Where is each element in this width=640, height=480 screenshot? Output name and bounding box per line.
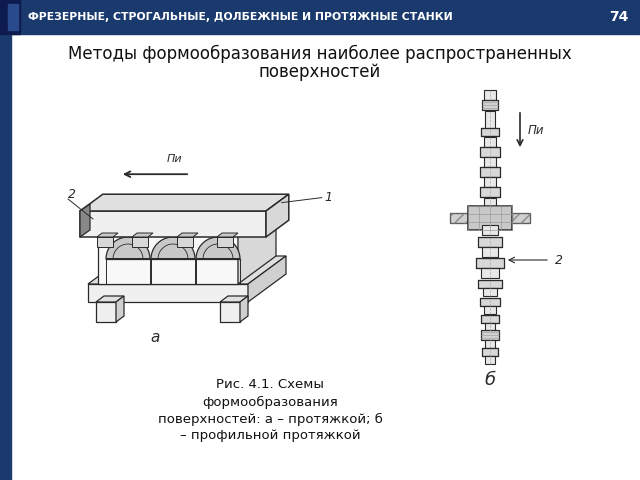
- Polygon shape: [97, 233, 118, 237]
- Bar: [480, 187, 500, 197]
- Polygon shape: [217, 233, 238, 237]
- Bar: [476, 258, 504, 268]
- Text: поверхностей: а – протяжкой; б: поверхностей: а – протяжкой; б: [157, 412, 383, 426]
- Bar: [482, 100, 498, 110]
- Polygon shape: [80, 211, 266, 237]
- Polygon shape: [98, 201, 276, 229]
- Text: Пи: Пи: [166, 154, 182, 164]
- Polygon shape: [220, 302, 240, 322]
- Bar: [482, 225, 498, 235]
- Text: Методы формообразования наиболее распространенных: Методы формообразования наиболее распрос…: [68, 45, 572, 63]
- Polygon shape: [177, 237, 193, 247]
- Bar: [0, 0, 640, 34]
- Bar: [485, 356, 495, 364]
- Bar: [485, 111, 495, 129]
- Text: – профильной протяжкой: – профильной протяжкой: [180, 430, 360, 443]
- Text: 2: 2: [68, 188, 76, 201]
- Bar: [480, 298, 500, 306]
- Polygon shape: [96, 302, 116, 322]
- Polygon shape: [196, 237, 240, 259]
- Text: б: б: [484, 371, 495, 389]
- Bar: [468, 206, 512, 230]
- Text: Пи: Пи: [528, 123, 545, 136]
- Bar: [485, 323, 495, 331]
- Bar: [481, 315, 499, 323]
- Polygon shape: [116, 296, 124, 322]
- Polygon shape: [266, 194, 289, 237]
- Polygon shape: [151, 237, 195, 259]
- Polygon shape: [238, 201, 276, 284]
- Polygon shape: [132, 233, 153, 237]
- Bar: [481, 268, 499, 278]
- Polygon shape: [88, 284, 248, 302]
- Bar: [482, 247, 498, 257]
- Polygon shape: [220, 296, 248, 302]
- Bar: [481, 330, 499, 340]
- Bar: [484, 137, 496, 147]
- Bar: [0, 0, 20, 34]
- Text: ФРЕЗЕРНЫЕ, СТРОГАЛЬНЫЕ, ДОЛБЕЖНЫЕ И ПРОТЯЖНЫЕ СТАНКИ: ФРЕЗЕРНЫЕ, СТРОГАЛЬНЫЕ, ДОЛБЕЖНЫЕ И ПРОТ…: [28, 12, 452, 22]
- Bar: [8, 4, 18, 30]
- Polygon shape: [96, 296, 124, 302]
- Text: поверхностей: поверхностей: [259, 63, 381, 81]
- Bar: [484, 157, 496, 167]
- Polygon shape: [80, 204, 90, 237]
- Bar: [484, 306, 496, 314]
- Bar: [478, 237, 502, 247]
- Bar: [450, 213, 468, 223]
- Polygon shape: [132, 237, 148, 247]
- Bar: [478, 280, 502, 288]
- Polygon shape: [98, 229, 238, 284]
- Text: а: а: [150, 329, 160, 345]
- Polygon shape: [248, 256, 286, 302]
- Bar: [482, 348, 498, 356]
- Bar: [480, 147, 500, 157]
- Polygon shape: [88, 256, 286, 284]
- Bar: [484, 90, 496, 100]
- Bar: [481, 128, 499, 136]
- Bar: [0, 34, 11, 480]
- Text: 74: 74: [609, 10, 628, 24]
- Polygon shape: [106, 237, 150, 259]
- Bar: [512, 213, 530, 223]
- Text: Рис. 4.1. Схемы: Рис. 4.1. Схемы: [216, 379, 324, 392]
- Polygon shape: [217, 237, 233, 247]
- Text: 1: 1: [325, 191, 333, 204]
- Text: 2: 2: [555, 253, 563, 266]
- Text: формообразования: формообразования: [202, 396, 338, 408]
- Polygon shape: [80, 194, 289, 211]
- Polygon shape: [177, 233, 198, 237]
- Bar: [484, 198, 496, 206]
- Polygon shape: [97, 237, 113, 247]
- Bar: [485, 340, 495, 348]
- Bar: [480, 167, 500, 177]
- Polygon shape: [240, 296, 248, 322]
- Bar: [484, 177, 496, 187]
- Bar: [483, 288, 497, 296]
